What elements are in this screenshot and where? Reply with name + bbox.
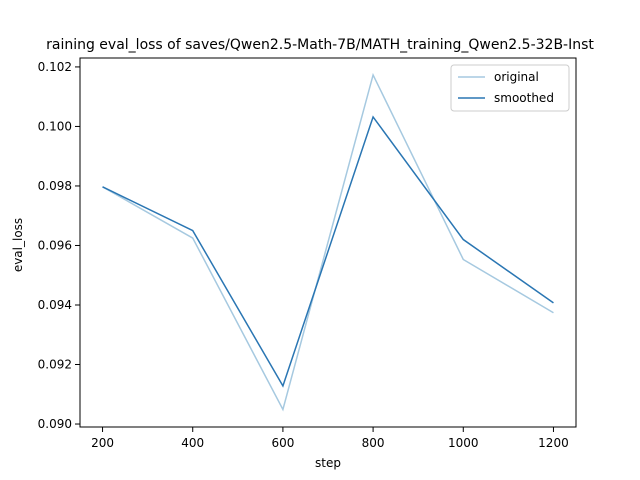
y-tick-label: 0.090 (38, 417, 72, 431)
legend-label-original: original (494, 70, 539, 84)
x-tick-label: 1200 (538, 436, 569, 450)
y-tick-label: 0.100 (38, 119, 72, 133)
chart-title: raining eval_loss of saves/Qwen2.5-Math-… (46, 37, 594, 53)
y-axis-ticks: 0.090 0.092 0.094 0.096 0.098 0.100 0.102 (38, 60, 80, 431)
legend: original smoothed (450, 64, 570, 112)
plot-frame (79, 57, 577, 428)
y-tick-label: 0.094 (38, 298, 72, 312)
x-tick-label: 400 (181, 436, 204, 450)
series-line-smoothed (102, 115, 554, 388)
x-tick-label: 600 (271, 436, 294, 450)
x-tick-label: 1000 (448, 436, 479, 450)
x-tick-label: 200 (91, 436, 114, 450)
y-tick-label: 0.102 (38, 60, 72, 74)
series-layer (102, 72, 554, 412)
legend-label-smoothed: smoothed (494, 91, 554, 105)
y-axis-label: eval_loss (11, 218, 25, 272)
y-tick-label: 0.098 (38, 179, 72, 193)
series-line-original (102, 72, 554, 412)
y-tick-label: 0.092 (38, 358, 72, 372)
x-axis-ticks: 200 400 600 800 1000 1200 (91, 427, 569, 450)
y-tick-label: 0.096 (38, 238, 72, 252)
x-tick-label: 800 (362, 436, 385, 450)
x-axis-label: step (315, 456, 341, 470)
